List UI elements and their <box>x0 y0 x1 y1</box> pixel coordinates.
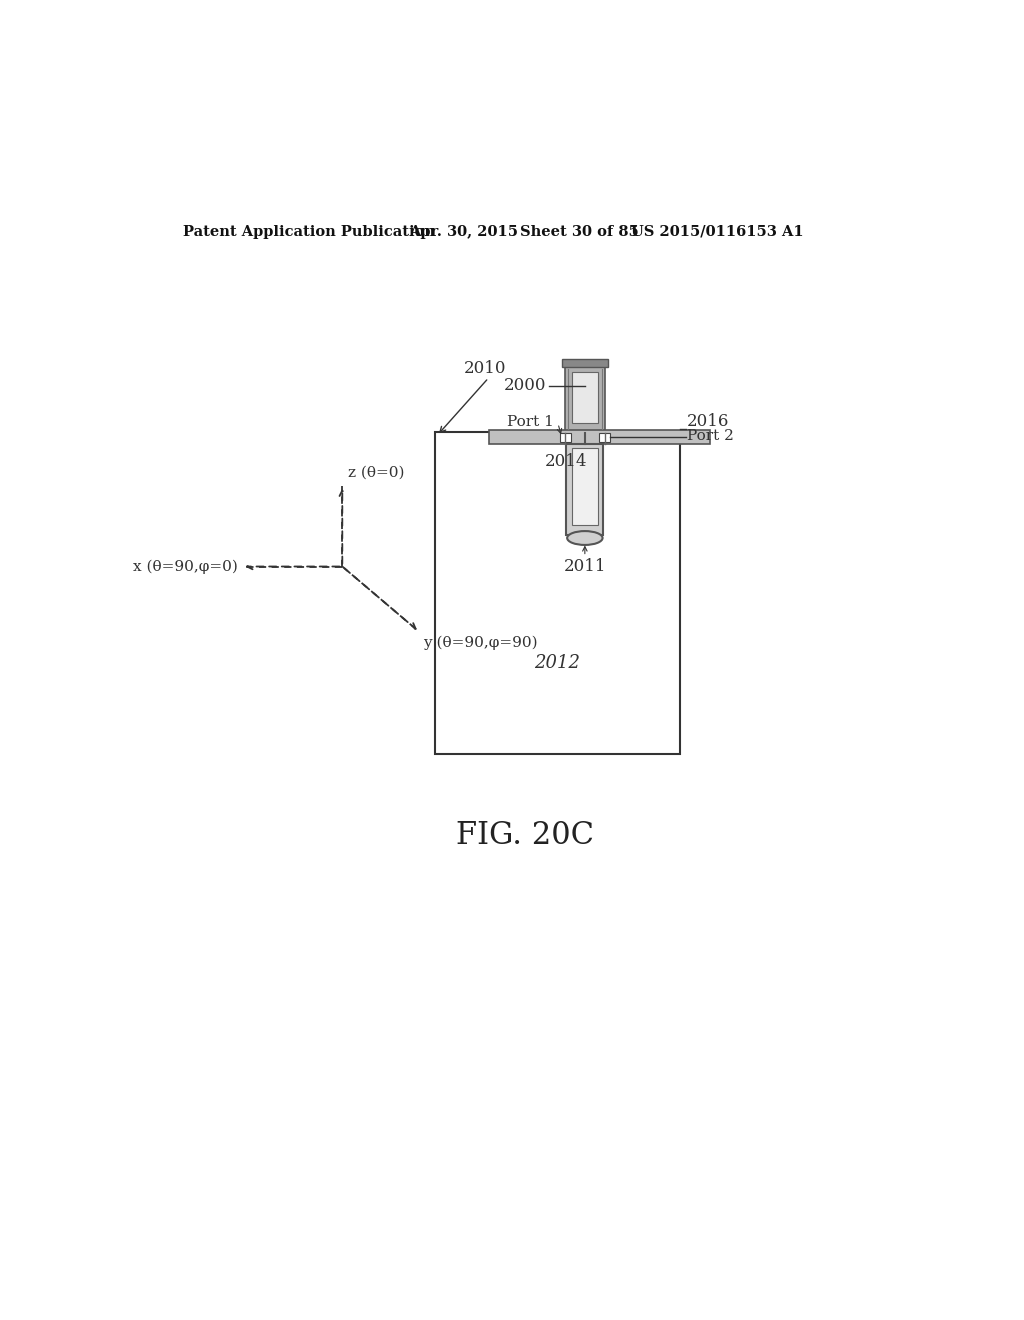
Text: 2010: 2010 <box>464 360 506 378</box>
Bar <box>566 444 603 535</box>
Text: z (θ=0): z (θ=0) <box>348 466 404 479</box>
Text: x (θ=90,φ=0): x (θ=90,φ=0) <box>133 560 239 574</box>
Text: y (θ=90,φ=90): y (θ=90,φ=90) <box>423 636 538 651</box>
Text: 2014: 2014 <box>545 453 587 470</box>
Text: Port 2: Port 2 <box>687 429 734 442</box>
Bar <box>488 430 711 444</box>
Ellipse shape <box>567 531 602 545</box>
Bar <box>565 367 605 433</box>
Text: Port 1: Port 1 <box>507 414 554 429</box>
Bar <box>562 359 608 367</box>
Bar <box>435 432 680 754</box>
Text: FIG. 20C: FIG. 20C <box>456 821 594 851</box>
Bar <box>571 372 598 424</box>
Text: Patent Application Publication: Patent Application Publication <box>183 224 435 239</box>
Text: 2016: 2016 <box>687 413 730 430</box>
Text: Sheet 30 of 85: Sheet 30 of 85 <box>520 224 639 239</box>
Bar <box>571 447 598 525</box>
Text: 2000: 2000 <box>504 378 547 395</box>
Text: 2012: 2012 <box>535 655 581 672</box>
Text: 2011: 2011 <box>563 558 606 576</box>
Bar <box>560 433 571 442</box>
Text: Apr. 30, 2015: Apr. 30, 2015 <box>410 224 518 239</box>
Bar <box>599 433 609 442</box>
Text: US 2015/0116153 A1: US 2015/0116153 A1 <box>631 224 804 239</box>
